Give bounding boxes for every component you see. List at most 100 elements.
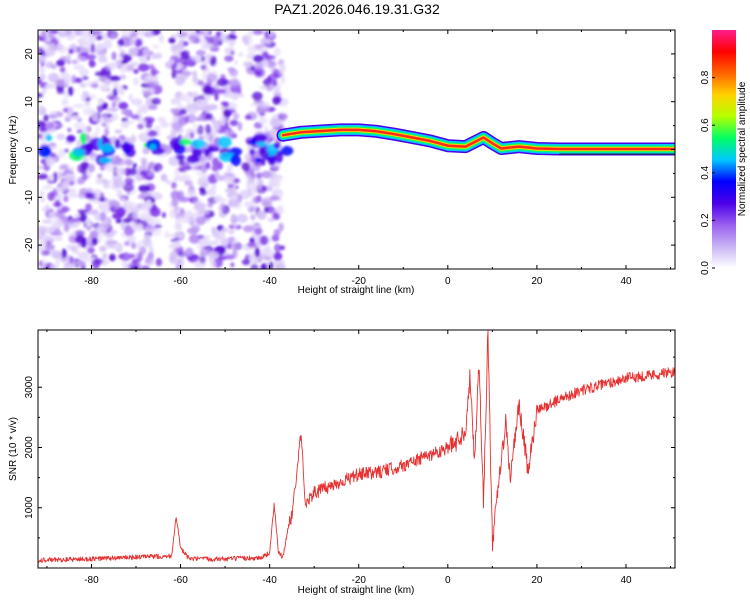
noise-blob [104, 238, 116, 249]
spectrogram-noise [38, 30, 294, 269]
noise-blob [249, 148, 256, 155]
noise-blob [38, 104, 43, 113]
noise-blob [81, 174, 89, 181]
noise-blob [39, 265, 45, 269]
spectrogram-x-label: Height of straight line (km) [298, 285, 415, 296]
noise-blob [252, 91, 263, 101]
noise-blob [142, 48, 151, 57]
noise-blob [136, 241, 141, 250]
noise-blob [111, 168, 123, 174]
noise-blob [57, 148, 66, 158]
figure-title: PAZ1.2026.046.19.31.G32 [274, 1, 440, 17]
noise-blob [215, 170, 220, 181]
noise-blob [113, 96, 121, 104]
noise-blob [188, 35, 200, 44]
noise-blob [147, 252, 154, 260]
signal-track-band-4 [281, 128, 675, 151]
noise-blob [86, 217, 92, 228]
noise-blob [179, 138, 192, 146]
noise-blob [221, 227, 229, 233]
noise-blob [87, 247, 95, 254]
noise-blob [186, 155, 200, 164]
noise-blob [211, 157, 220, 167]
noise-blob [100, 204, 112, 214]
noise-blob [273, 229, 281, 237]
noise-blob [123, 226, 135, 236]
colorbar-tick-label: 0.8 [700, 70, 711, 84]
noise-blob [256, 172, 263, 180]
noise-blob [230, 30, 236, 37]
noise-blob [137, 222, 143, 232]
noise-blob [248, 256, 255, 262]
snr-x-tick-label: -60 [173, 575, 188, 586]
noise-blob [74, 77, 83, 84]
noise-blob [76, 260, 86, 267]
noise-blob [228, 78, 239, 89]
noise-blob [175, 174, 184, 182]
noise-blob [83, 42, 92, 47]
noise-blob [224, 47, 235, 55]
noise-blob [170, 250, 178, 260]
noise-blob [76, 129, 83, 134]
noise-blob [224, 55, 234, 62]
noise-blob [198, 155, 207, 161]
noise-blob [170, 98, 178, 105]
noise-blob [38, 92, 44, 98]
noise-blob [193, 123, 198, 128]
noise-blob [186, 177, 193, 183]
spectrogram-x-tick-label: 0 [445, 276, 451, 287]
noise-blob [124, 177, 134, 185]
noise-blob [178, 38, 186, 49]
noise-blob [56, 59, 65, 67]
noise-blob [114, 138, 121, 149]
noise-blob [58, 171, 63, 180]
noise-blob [87, 93, 97, 100]
noise-blob [45, 134, 53, 142]
noise-blob [227, 183, 235, 189]
noise-blob [266, 207, 279, 214]
noise-blob [125, 114, 131, 119]
noise-blob [183, 41, 189, 47]
noise-blob [106, 108, 112, 113]
noise-blob [96, 173, 103, 179]
noise-blob [45, 36, 52, 42]
noise-blob [263, 126, 269, 132]
noise-blob [249, 187, 256, 197]
noise-blob [178, 214, 191, 224]
noise-blob [128, 167, 138, 176]
noise-blob [91, 237, 99, 245]
noise-blob [277, 205, 284, 215]
noise-blob [131, 242, 137, 249]
noise-blob [219, 74, 226, 81]
noise-blob [63, 195, 69, 203]
noise-blob [38, 165, 44, 170]
noise-blob [176, 154, 186, 161]
noise-blob [275, 262, 287, 269]
noise-blob [135, 30, 148, 37]
noise-blob [38, 229, 41, 235]
noise-blob [94, 71, 106, 77]
noise-blob [186, 113, 197, 124]
noise-blob [44, 121, 55, 130]
noise-blob [122, 120, 135, 125]
noise-blob [116, 85, 124, 93]
noise-blob [228, 224, 235, 230]
noise-blob [120, 142, 135, 151]
noise-blob [239, 189, 251, 200]
noise-blob [175, 69, 184, 75]
noise-blob [143, 238, 153, 248]
noise-blob [43, 114, 49, 122]
noise-blob [91, 112, 99, 122]
noise-blob [76, 179, 85, 185]
noise-blob [170, 108, 180, 113]
noise-blob [82, 75, 89, 81]
noise-blob [73, 64, 85, 71]
noise-blob [216, 230, 225, 240]
noise-blob [250, 263, 259, 269]
spectrogram-y-tick-label: -10 [24, 190, 35, 205]
noise-blob [47, 191, 56, 201]
noise-blob [72, 115, 81, 121]
noise-blob [219, 115, 227, 126]
spectrogram-x-tick-label: -60 [173, 276, 188, 287]
noise-blob [97, 104, 104, 113]
